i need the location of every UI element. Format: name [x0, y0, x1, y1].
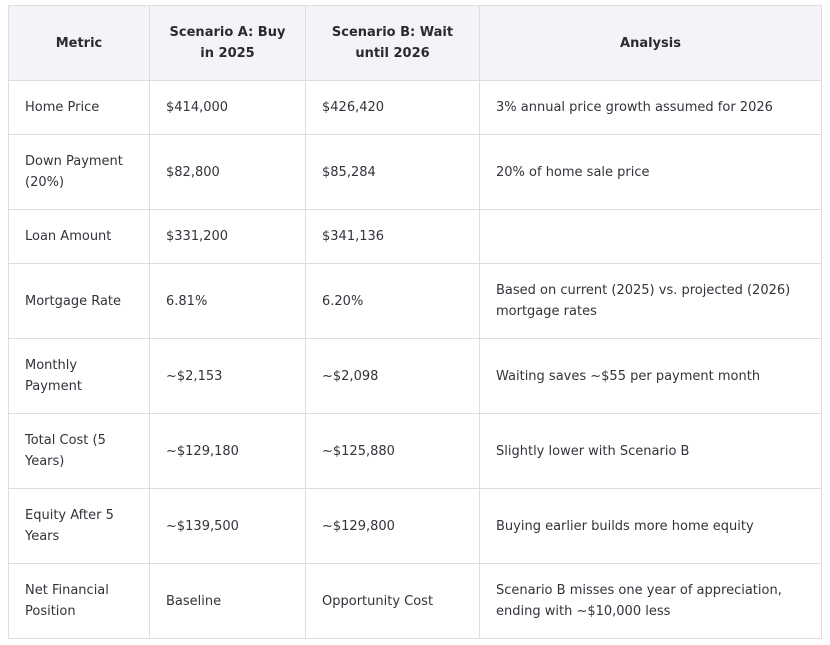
scenario-a-cell: $414,000	[149, 80, 306, 135]
header-scenario-b: Scenario B: Wait until 2026	[305, 5, 480, 81]
analysis-cell: Buying earlier builds more home equity	[479, 488, 822, 564]
table-row: Monthly Payment ~$2,153 ~$2,098 Waiting …	[8, 338, 822, 414]
metric-cell: Equity After 5 Years	[8, 488, 150, 564]
metric-cell: Down Payment (20%)	[8, 134, 150, 210]
scenario-a-cell: 6.81%	[149, 263, 306, 339]
analysis-cell: 3% annual price growth assumed for 2026	[479, 80, 822, 135]
header-analysis: Analysis	[479, 5, 822, 81]
table-row: Home Price $414,000 $426,420 3% annual p…	[8, 80, 822, 135]
scenario-a-cell: $82,800	[149, 134, 306, 210]
scenario-comparison-table: Metric Scenario A: Buy in 2025 Scenario …	[8, 5, 822, 639]
scenario-b-cell: ~$125,880	[305, 413, 480, 489]
scenario-b-cell: ~$2,098	[305, 338, 480, 414]
analysis-cell: 20% of home sale price	[479, 134, 822, 210]
scenario-a-cell: Baseline	[149, 563, 306, 639]
scenario-a-cell: ~$139,500	[149, 488, 306, 564]
header-scenario-a: Scenario A: Buy in 2025	[149, 5, 306, 81]
scenario-b-cell: ~$129,800	[305, 488, 480, 564]
scenario-a-cell: $331,200	[149, 209, 306, 264]
scenario-b-cell: $341,136	[305, 209, 480, 264]
analysis-cell: Waiting saves ~$55 per payment month	[479, 338, 822, 414]
scenario-b-cell: Opportunity Cost	[305, 563, 480, 639]
scenario-b-cell: 6.20%	[305, 263, 480, 339]
table-row: Loan Amount $331,200 $341,136	[8, 209, 822, 264]
scenario-a-cell: ~$2,153	[149, 338, 306, 414]
metric-cell: Total Cost (5 Years)	[8, 413, 150, 489]
table-row: Mortgage Rate 6.81% 6.20% Based on curre…	[8, 263, 822, 339]
analysis-cell: Scenario B misses one year of appreciati…	[479, 563, 822, 639]
metric-cell: Net Financial Position	[8, 563, 150, 639]
metric-cell: Mortgage Rate	[8, 263, 150, 339]
metric-cell: Loan Amount	[8, 209, 150, 264]
analysis-cell: Slightly lower with Scenario B	[479, 413, 822, 489]
table-row: Equity After 5 Years ~$139,500 ~$129,800…	[8, 488, 822, 564]
metric-cell: Monthly Payment	[8, 338, 150, 414]
table-row: Total Cost (5 Years) ~$129,180 ~$125,880…	[8, 413, 822, 489]
scenario-b-cell: $85,284	[305, 134, 480, 210]
comparison-table-container: Metric Scenario A: Buy in 2025 Scenario …	[8, 5, 822, 639]
analysis-cell	[479, 209, 822, 264]
header-metric: Metric	[8, 5, 150, 81]
table-row: Net Financial Position Baseline Opportun…	[8, 563, 822, 639]
table-row: Down Payment (20%) $82,800 $85,284 20% o…	[8, 134, 822, 210]
analysis-cell: Based on current (2025) vs. projected (2…	[479, 263, 822, 339]
scenario-b-cell: $426,420	[305, 80, 480, 135]
metric-cell: Home Price	[8, 80, 150, 135]
scenario-a-cell: ~$129,180	[149, 413, 306, 489]
table-header-row: Metric Scenario A: Buy in 2025 Scenario …	[8, 5, 822, 81]
